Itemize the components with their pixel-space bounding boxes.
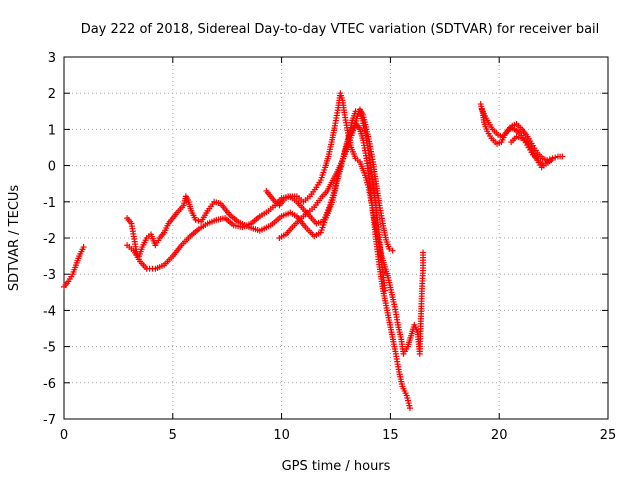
x-axis-label: GPS time / hours (282, 459, 391, 474)
data-point (192, 216, 199, 223)
series-arc-8 (508, 133, 555, 171)
data-series (61, 90, 566, 412)
y-tick-label: -1 (43, 196, 56, 211)
y-tick-label: 1 (48, 123, 56, 138)
series-arc-4 (263, 108, 388, 294)
y-tick-label: -7 (43, 413, 56, 428)
x-tick-label: 5 (169, 428, 177, 443)
data-point (195, 217, 202, 224)
data-point (559, 153, 566, 160)
series-arc-7 (478, 106, 566, 164)
series-arc-1 (61, 244, 87, 290)
data-point (552, 154, 559, 161)
y-tick-label: -2 (43, 232, 56, 247)
data-point (381, 287, 388, 294)
y-tick-label: -4 (43, 304, 56, 319)
y-tick-label: 0 (48, 160, 56, 175)
data-point (386, 245, 393, 252)
x-tick-label: 25 (600, 428, 617, 443)
x-tick-label: 20 (491, 428, 508, 443)
x-tick-label: 10 (273, 428, 290, 443)
data-point (406, 405, 413, 412)
data-point (389, 247, 396, 254)
y-tick-label: 3 (48, 51, 56, 66)
data-point (80, 244, 87, 251)
y-tick-label: -3 (43, 268, 56, 283)
y-tick-label: 2 (48, 87, 56, 102)
x-tick-label: 15 (382, 428, 399, 443)
data-point (420, 249, 427, 256)
data-point (548, 157, 555, 164)
chart-title: Day 222 of 2018, Sidereal Day-to-day VTE… (81, 22, 600, 37)
series-arc-5 (276, 106, 396, 254)
series-arc-3 (124, 90, 427, 357)
y-axis-label: SDTVAR / TECUs (7, 185, 22, 292)
x-tick-label: 0 (60, 428, 68, 443)
x-axis: 0 5 10 15 20 25 (60, 57, 616, 443)
y-tick-label: -6 (43, 377, 56, 392)
y-axis: -7 -6 -5 -4 -3 -2 -1 0 1 2 3 (43, 51, 608, 428)
y-tick-label: -5 (43, 341, 56, 356)
